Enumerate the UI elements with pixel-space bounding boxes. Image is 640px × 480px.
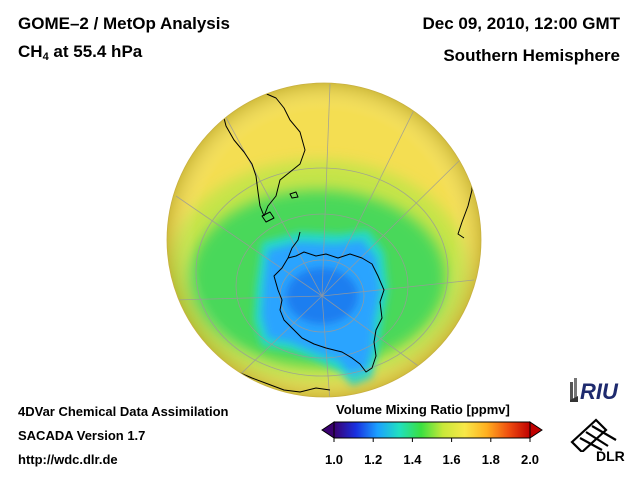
colorbar-tick-label: 1.2 [364, 452, 383, 467]
colorbar-ticks [333, 438, 531, 442]
colorbar-tick-label: 1.8 [481, 452, 500, 467]
colorbar-tick-label: 1.6 [442, 452, 461, 467]
colorbar-ramp [333, 421, 531, 439]
globe-outline [166, 82, 482, 398]
map-title: GOME–2 / MetOp Analysis [18, 14, 230, 33]
datetime-label: Dec 09, 2010, 12:00 GMT [422, 14, 620, 33]
antarctica-coast [273, 251, 385, 373]
species-subscript: 4 [42, 51, 49, 63]
species-label: CH4 at 55.4 hPa [18, 42, 142, 63]
colorbar-tick-label: 1.0 [324, 452, 344, 467]
falklands [289, 191, 299, 199]
colorbar-tick-label: 1.4 [403, 452, 422, 467]
coastlines [214, 85, 473, 393]
riu-logo-icon: RIU [570, 378, 619, 404]
riu-logo-text: RIU [580, 379, 619, 404]
footer-line-1: 4DVar Chemical Data Assimilation [18, 404, 229, 419]
colorbar-title: Volume Mixing Ratio [ppmv] [336, 402, 510, 417]
colorbar-right-arrow [529, 421, 543, 439]
colorbar-tick-label: 2.0 [520, 452, 540, 467]
species-suffix: at 55.4 hPa [48, 42, 143, 61]
colorbar [321, 421, 543, 442]
graticule [173, 83, 475, 397]
dlr-logo-icon [570, 418, 617, 452]
region-label: Southern Hemisphere [443, 46, 620, 65]
species-prefix: CH [18, 42, 43, 61]
tierra-del-fuego [261, 211, 275, 223]
footer-url: http://wdc.dlr.de [18, 452, 118, 467]
footer-line-2: SACADA Version 1.7 [18, 428, 146, 443]
dlr-logo-text: DLR [596, 448, 625, 464]
antarctic-peninsula [287, 231, 301, 259]
colorbar-left-arrow [321, 421, 335, 439]
australia-coast [237, 371, 331, 393]
